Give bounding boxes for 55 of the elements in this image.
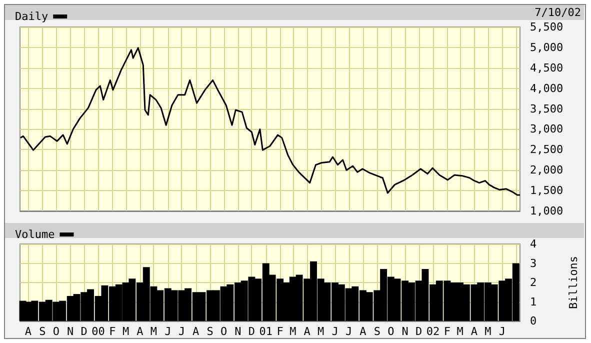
x-tick-label: A (470, 325, 478, 338)
x-tick-label: N (402, 325, 408, 338)
x-tick-label: A (24, 325, 32, 338)
x-tick-label: J (345, 325, 352, 338)
x-tick-label: M (290, 325, 297, 338)
x-tick-label: J (498, 325, 506, 338)
x-tick-label: M (318, 325, 325, 338)
y-tick-label: 1 (530, 295, 537, 308)
x-tick-label: O (52, 325, 60, 338)
x-tick-label: F (276, 325, 284, 338)
x-tick-label: M (150, 325, 158, 338)
x-tick-label: N (234, 325, 242, 338)
x-tick-label: N (67, 325, 74, 338)
x-tick-label: O (220, 325, 228, 338)
y-tick-label: 2,500 (530, 143, 564, 156)
y-tick-label: 4,500 (530, 61, 564, 74)
x-tick-label: F (444, 325, 451, 338)
y-tick-label: 5,000 (530, 40, 564, 54)
x-tick-label: A (304, 325, 311, 338)
x-tick-label: A (360, 325, 367, 338)
x-tick-label: M (122, 325, 130, 338)
x-tick-label: D (248, 325, 255, 338)
y-tick-label: 1,500 (530, 184, 564, 198)
x-tick-label: M (456, 325, 464, 338)
y-tick-label: 2 (530, 276, 537, 289)
x-tick-label: F (109, 325, 116, 338)
x-tick-label: D (415, 325, 422, 338)
y-tick-label: 4 (530, 238, 537, 250)
x-tick-label: 02 (426, 325, 440, 338)
text: 7/10/02 (534, 6, 581, 19)
y-tick-label: 2,000 (530, 164, 564, 177)
x-tick-label: J (178, 325, 185, 338)
y-axis-title: Billions (567, 256, 580, 309)
y-tick-label: 3,500 (530, 102, 564, 116)
x-tick-label: S (374, 325, 380, 338)
x-tick-label: S (206, 325, 214, 338)
legend-label: Daily (14, 10, 48, 23)
x-tick-label: J (332, 325, 338, 338)
y-tick-label: 3,000 (530, 122, 564, 136)
x-tick-label: 00 (92, 325, 105, 338)
x-tick-label: A (136, 325, 144, 338)
x-tick-label: S (39, 325, 46, 338)
line-series (20, 47, 521, 196)
x-tick-label: 01 (259, 325, 273, 338)
y-tick-label: 5,500 (530, 20, 564, 34)
x-tick-label: D (80, 325, 88, 338)
y-tick-label: 3 (530, 256, 537, 270)
x-tick-label: J (164, 325, 172, 338)
x-tick-label: M (484, 325, 492, 338)
x-tick-label: A (192, 325, 200, 338)
legend-label: Volume (14, 228, 55, 241)
x-tick-label: O (388, 325, 394, 338)
y-tick-label: 0 (530, 314, 537, 328)
y-tick-label: 4,000 (530, 82, 564, 95)
y-tick-label: 1,000 (530, 204, 564, 218)
